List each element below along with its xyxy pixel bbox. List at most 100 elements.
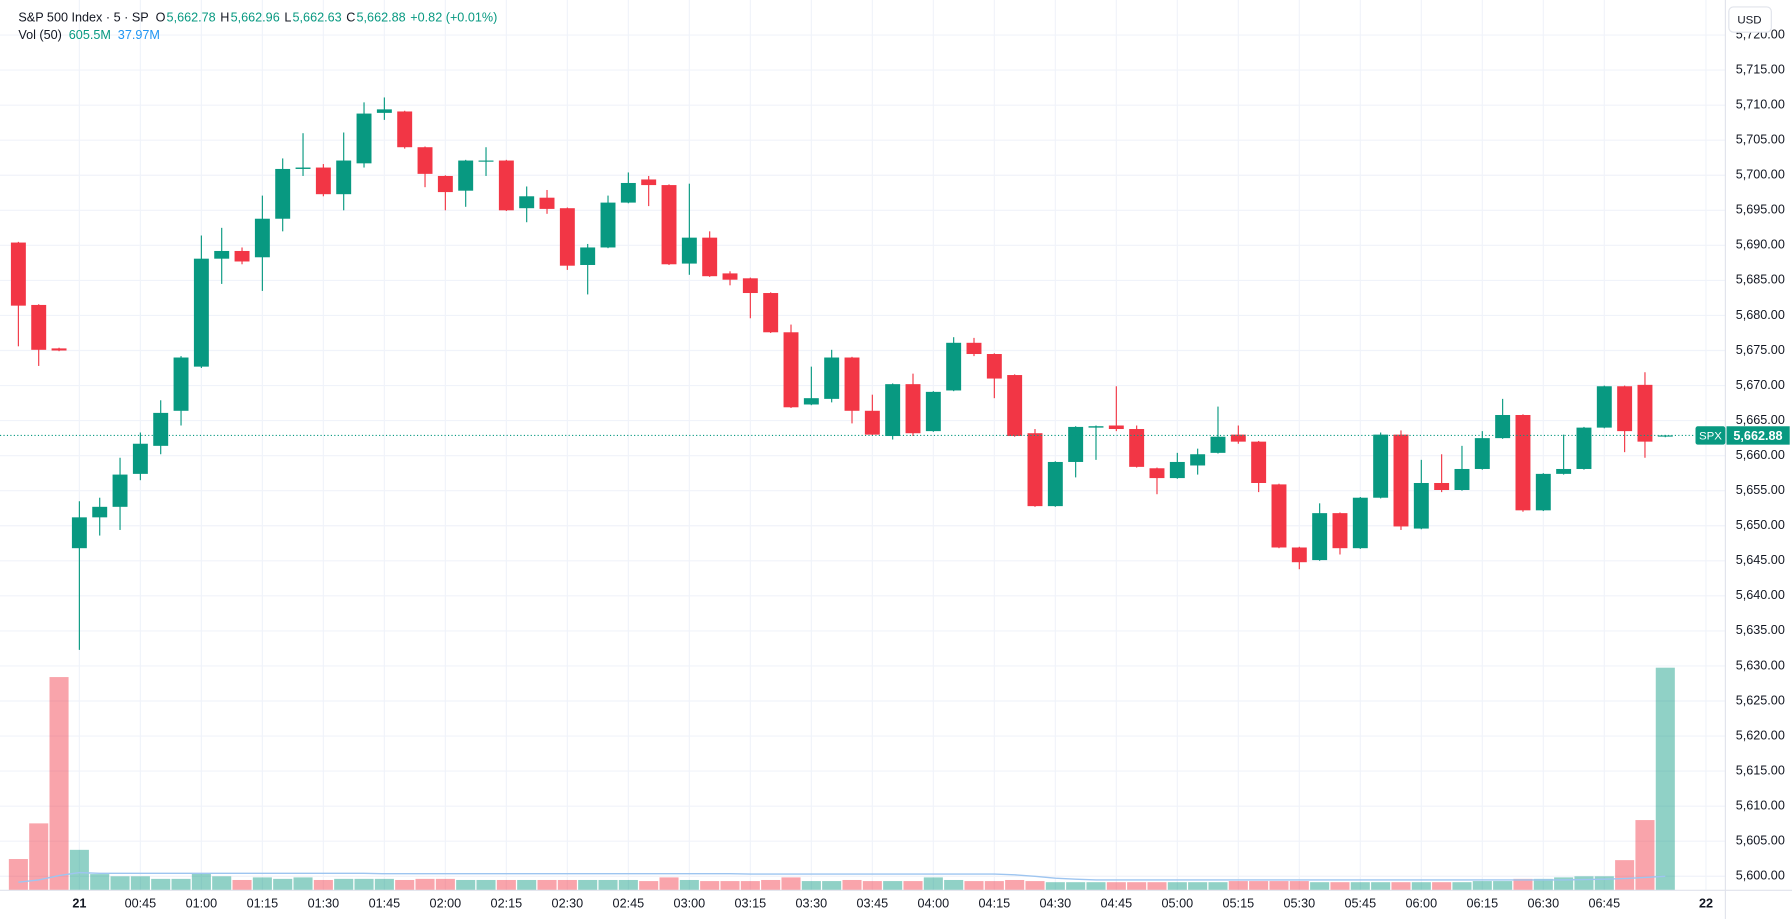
candle-body [1271, 484, 1287, 548]
volume-bar [517, 879, 537, 891]
volume-bar [1005, 879, 1025, 891]
volume-bar [110, 876, 130, 891]
candle-body [763, 293, 779, 333]
volume-bar [720, 881, 740, 891]
candle-body [376, 109, 392, 113]
volume-bar [69, 849, 89, 891]
candle-body [864, 410, 880, 435]
candle-body [1454, 468, 1470, 491]
volume-bar [923, 877, 943, 891]
candle-body [71, 517, 87, 549]
price-pane [10, 97, 1673, 650]
volume-bar [578, 879, 598, 891]
volume-bar [883, 881, 903, 891]
candle-body [1027, 433, 1043, 507]
volume-bar [252, 877, 272, 891]
candle-body [1312, 513, 1328, 561]
x-tick-label: 04:15 [979, 896, 1011, 910]
volume-ma-line [18, 871, 1666, 883]
candle-body [824, 357, 840, 399]
candle-body [1393, 434, 1409, 527]
candle-body [885, 384, 901, 437]
candle-body [31, 304, 47, 350]
y-tick-label: 5,675.00 [1736, 343, 1785, 357]
volume-bar [1411, 882, 1431, 891]
candle-body [275, 168, 291, 219]
volume-bar [1493, 881, 1513, 891]
candle-body [1007, 375, 1023, 437]
volume-bar [1533, 878, 1553, 891]
candle-body [153, 412, 169, 446]
candle-body [336, 160, 352, 195]
x-tick-label: 03:30 [796, 896, 828, 910]
candle-body [51, 348, 67, 351]
legend-text: 5,662.96 [231, 11, 280, 25]
candle-body [1251, 441, 1267, 483]
x-tick-label: 01:00 [186, 896, 218, 910]
candle-body [702, 237, 718, 277]
volume-bar [1167, 882, 1187, 891]
candle-body [458, 160, 474, 191]
candle-body [1617, 386, 1633, 432]
candle-body [1190, 454, 1206, 466]
candle-body [1495, 414, 1511, 439]
y-tick-label: 5,630.00 [1736, 658, 1785, 672]
price-tag-value: 5,662.88 [1733, 429, 1782, 443]
currency-box[interactable] [1728, 6, 1772, 33]
volume-bar [659, 877, 679, 891]
candle-body [295, 167, 311, 169]
volume-bar [476, 879, 496, 891]
volume-bar [232, 879, 252, 891]
volume-bar [984, 881, 1004, 891]
candle-body [498, 160, 514, 211]
candle-body [478, 160, 494, 162]
legend-text: 605.5M [69, 28, 111, 42]
volume-bar [151, 878, 171, 891]
candle-body [234, 250, 250, 262]
candle-body [1291, 547, 1307, 563]
candle-body [580, 247, 596, 265]
candle-body [254, 218, 270, 258]
volume-bar [1635, 820, 1655, 891]
candle-body [803, 398, 819, 405]
volume-bar [1228, 881, 1248, 891]
volume-bar [1513, 878, 1533, 891]
volume-bar [618, 879, 638, 891]
candle-body [946, 342, 962, 391]
candle-body [1413, 482, 1429, 529]
volume-bar [435, 878, 455, 891]
y-tick-label: 5,670.00 [1736, 378, 1785, 392]
x-tick-label: 06:00 [1406, 896, 1438, 910]
y-tick-label: 5,650.00 [1736, 518, 1785, 532]
candle-body [315, 167, 331, 195]
legend-text: 5,662.63 [293, 11, 342, 25]
price-tag-symbol: SPX [1699, 431, 1722, 443]
x-tick-label: 04:45 [1101, 896, 1133, 910]
y-tick-label: 5,685.00 [1736, 273, 1785, 287]
legend-text: H [220, 11, 229, 25]
volume-bar [1086, 882, 1106, 891]
volume-bar [1289, 881, 1309, 891]
y-tick-label: 5,605.00 [1736, 834, 1785, 848]
candle-body [1576, 427, 1592, 469]
candle-body [641, 179, 657, 186]
volume-bar [1269, 881, 1289, 891]
y-tick-label: 5,690.00 [1736, 238, 1785, 252]
volume-bar [1188, 882, 1208, 891]
candle-body [1474, 438, 1490, 469]
candle-body [559, 208, 575, 266]
volume-bar [293, 877, 313, 891]
volume-bar [700, 881, 720, 891]
candle-body [193, 258, 209, 367]
candle-body [1332, 513, 1348, 549]
volume-bar [598, 879, 618, 891]
y-tick-label: 5,600.00 [1736, 869, 1785, 883]
volume-bar [1615, 860, 1635, 891]
volume-bar [1066, 882, 1086, 891]
x-tick-label: 21 [72, 896, 86, 910]
x-tick-label: 03:45 [857, 896, 889, 910]
volume-bar [1025, 881, 1045, 891]
candle-body [437, 175, 453, 193]
